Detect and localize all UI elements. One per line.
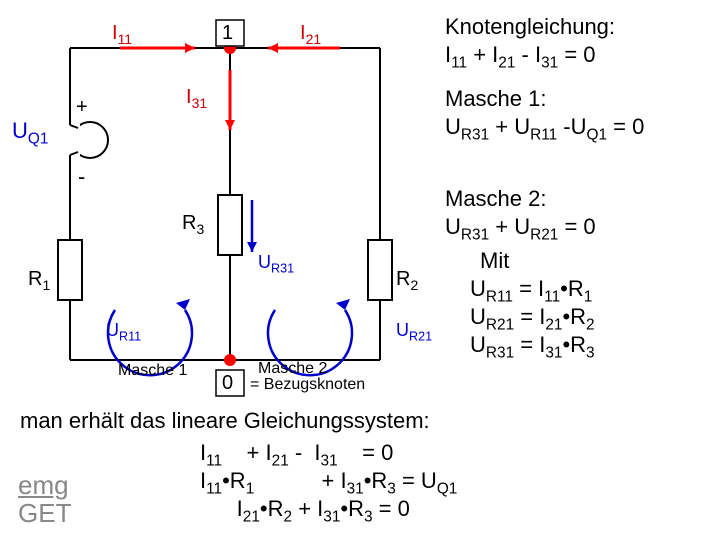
knoten-eq: I11 + I21 - I31 = 0	[445, 42, 596, 72]
masche1-title: Masche 1:	[445, 86, 547, 112]
minus-sign: -	[78, 164, 85, 190]
r3-label: R3	[182, 212, 204, 237]
plus-sign: +	[76, 96, 88, 119]
i11-label: I11	[112, 22, 132, 47]
r2-label: R2	[396, 268, 418, 293]
rel1: UR11 = I11•R1	[470, 276, 592, 306]
node0-sub: = Bezugsknoten	[250, 376, 365, 394]
i31-label: I31	[186, 86, 207, 111]
mesh2-label: Masche 2	[258, 360, 327, 378]
sys2: I11•R1 + I31•R3 = UQ1	[200, 468, 457, 498]
ur31-label: UR31	[258, 252, 294, 276]
sys1: I11 + I21 - I31 = 0	[200, 440, 393, 470]
footer-get: GET	[18, 498, 71, 529]
masche2-title: Masche 2:	[445, 186, 547, 212]
ur21-label: UR21	[396, 320, 432, 344]
footer-emg: emg	[18, 470, 69, 501]
mit-label: Mit	[480, 248, 509, 274]
system-intro: man erhält das lineare Gleichungssystem:	[20, 408, 430, 434]
node0-label: 0	[222, 372, 233, 395]
masche2-eq: UR31 + UR21 = 0	[445, 214, 596, 244]
sys3: I21•R2 + I31•R3 = 0	[200, 496, 410, 526]
i21-label: I21	[300, 22, 321, 47]
uq1-label: UQ1	[12, 118, 48, 148]
masche1-eq: UR31 + UR11 -UQ1 = 0	[445, 114, 644, 144]
rel3: UR31 = I31•R3	[470, 332, 595, 362]
ur11-label: UR11	[106, 320, 141, 344]
r1-label: R1	[28, 268, 50, 293]
mesh1-label: Masche 1	[118, 362, 187, 380]
rel2: UR21 = I21•R2	[470, 304, 595, 334]
node1-label: 1	[222, 22, 233, 45]
knoten-title: Knotengleichung:	[445, 14, 615, 40]
